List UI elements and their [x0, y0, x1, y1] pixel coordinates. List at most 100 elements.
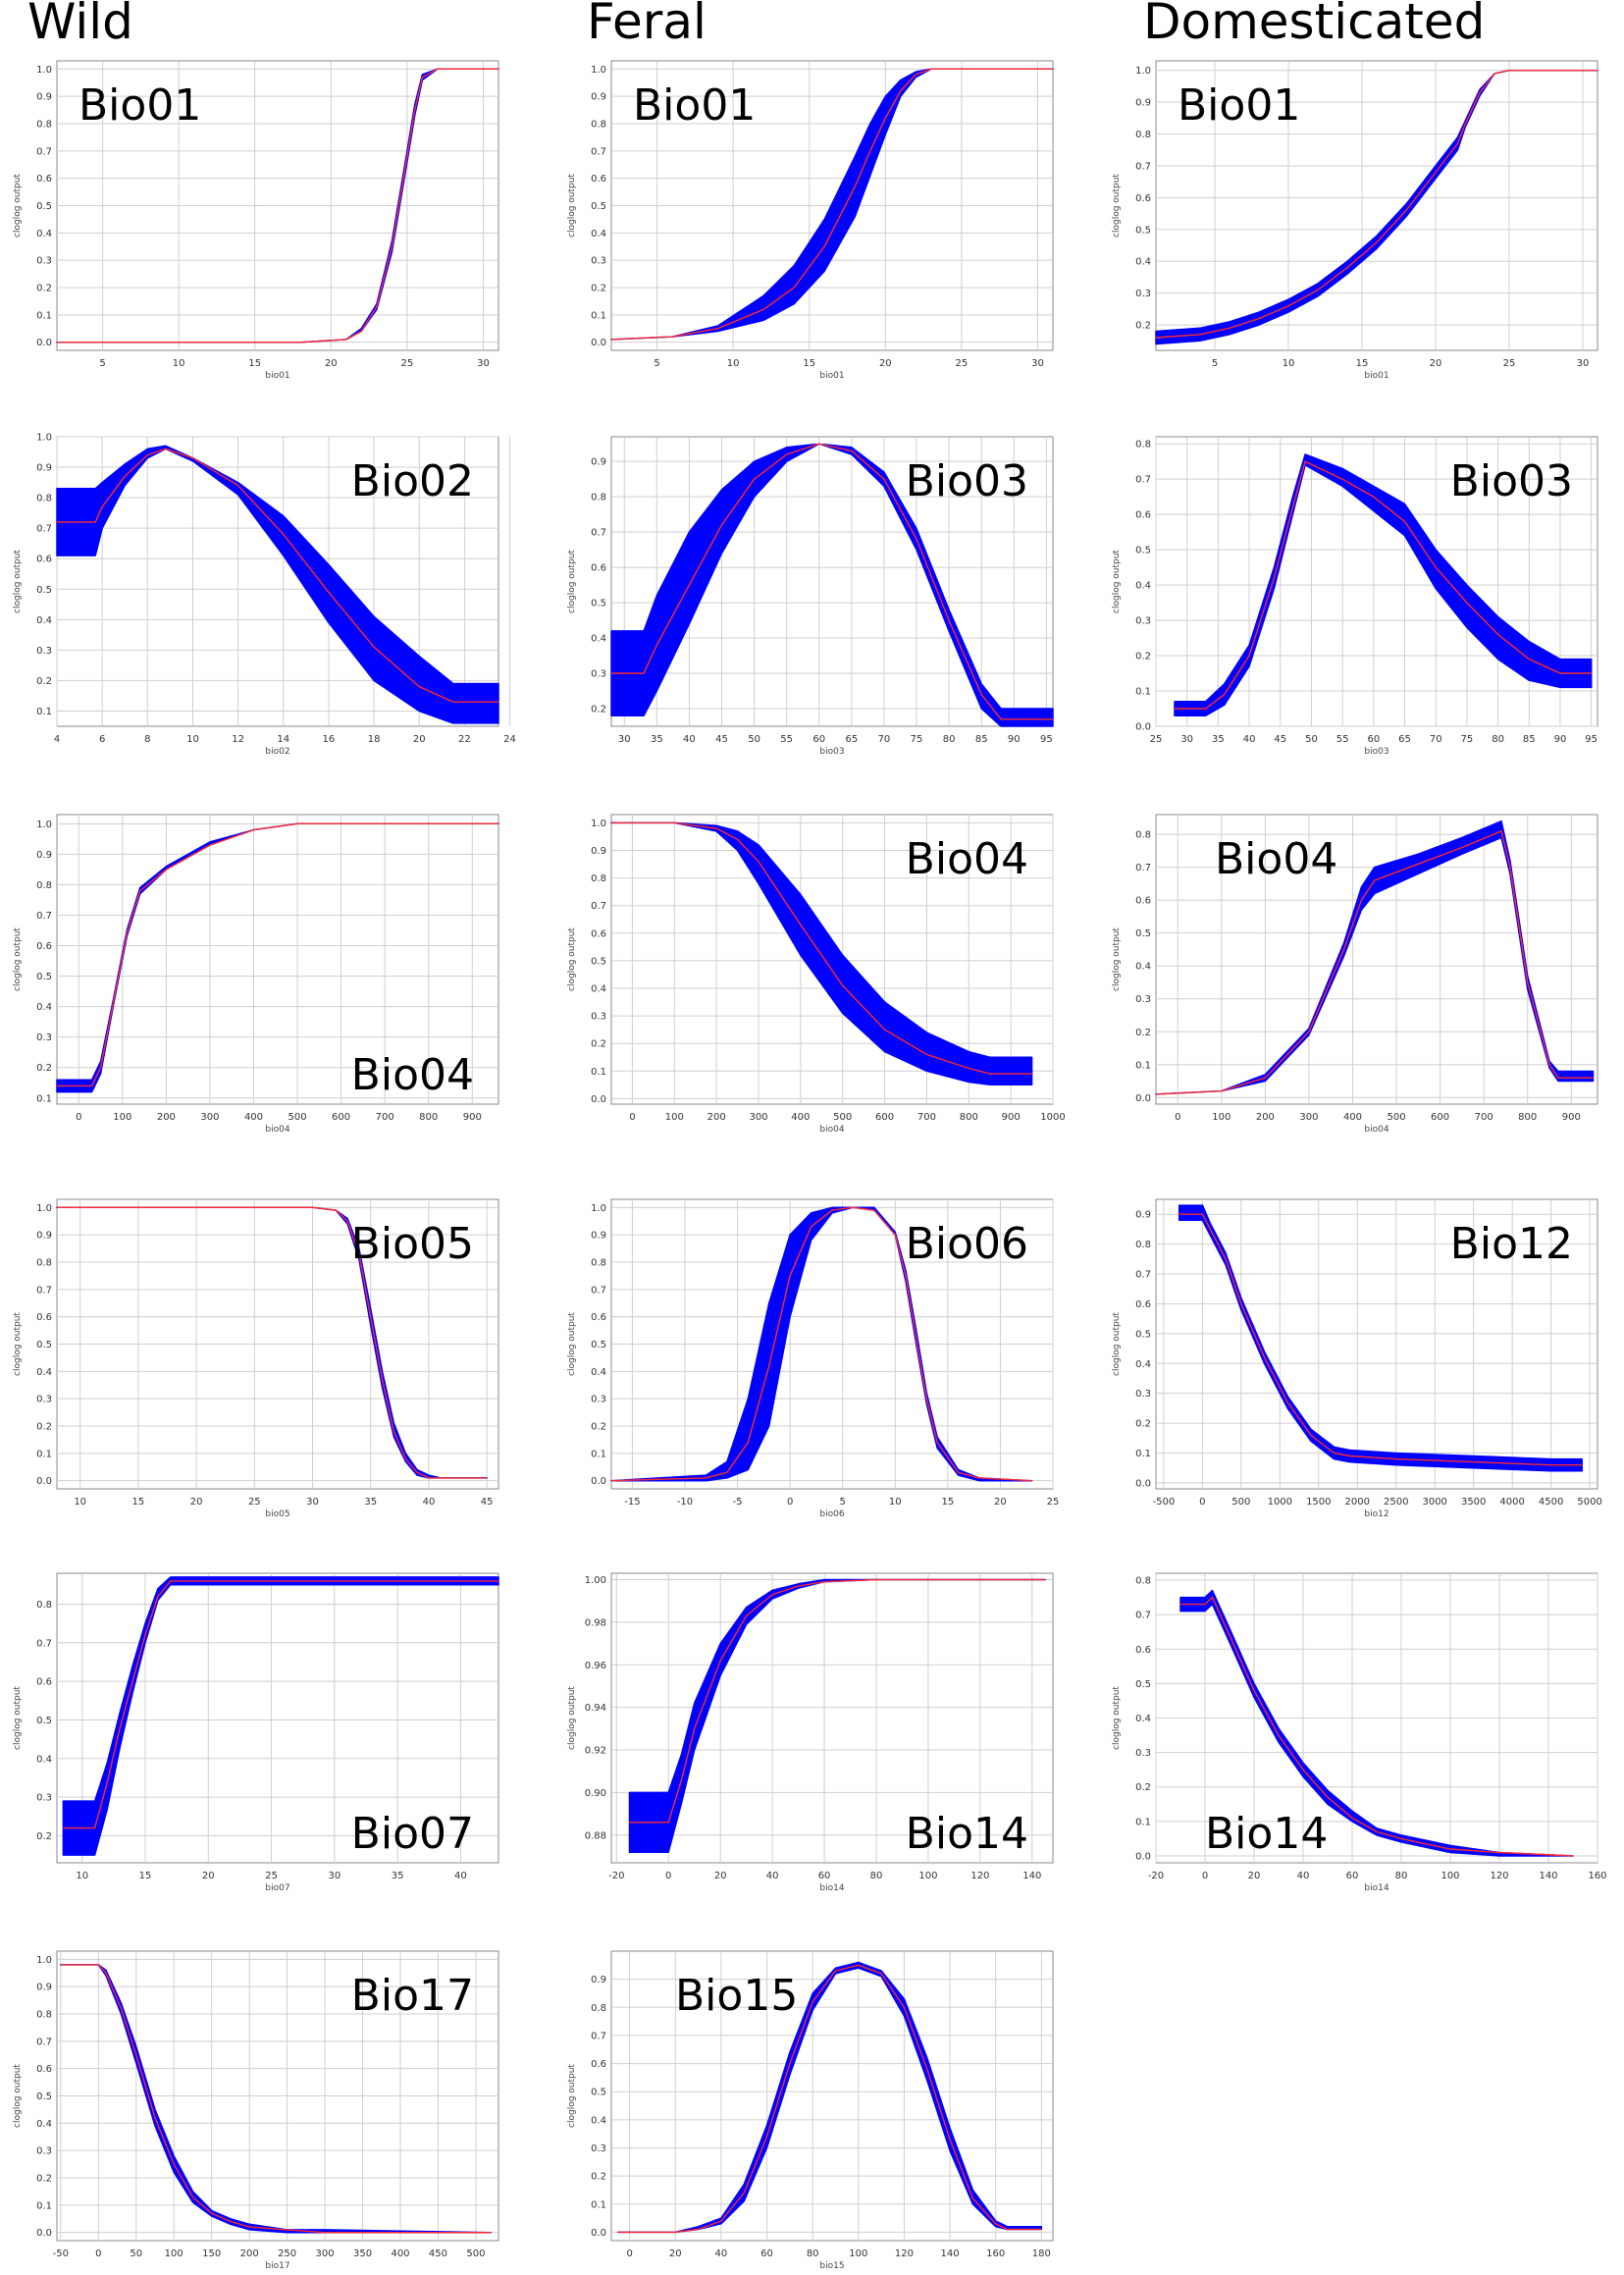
x-tick-label: 500	[1231, 1497, 1250, 1508]
x-tick-label: 40	[423, 1497, 436, 1508]
y-tick-label: 0.98	[585, 1617, 606, 1628]
y-tick-label: 0.1	[36, 1449, 52, 1459]
x-tick-label: 70	[1430, 734, 1442, 745]
y-axis-label: cloglog output	[1112, 174, 1122, 238]
x-tick-label: 60	[818, 1871, 831, 1881]
variable-label: Bio15	[675, 1971, 798, 2021]
x-tick-label: 0	[95, 2249, 101, 2259]
y-tick-label: 0.6	[36, 174, 52, 185]
y-axis-label: cloglog output	[1112, 1312, 1122, 1376]
x-tick-label: 900	[1002, 1112, 1021, 1123]
x-tick-label: 75	[1461, 734, 1474, 745]
x-tick-label: 40	[766, 1871, 779, 1881]
x-tick-label: 30	[618, 734, 631, 745]
x-tick-label: 200	[240, 2249, 259, 2259]
confidence-band	[610, 821, 1033, 1086]
y-tick-label: 0.4	[1135, 581, 1151, 592]
y-tick-label: 0.4	[591, 1367, 606, 1378]
x-tick-label: 250	[278, 2249, 296, 2259]
variable-label: Bio02	[351, 456, 474, 506]
x-tick-label: 5	[840, 1497, 846, 1508]
x-tick-label: 65	[1398, 734, 1411, 745]
x-tick-label: 1000	[1040, 1112, 1065, 1123]
x-tick-label: 0	[629, 1112, 635, 1123]
y-tick-label: 0.6	[591, 928, 606, 939]
y-tick-label: 0.5	[1135, 1329, 1151, 1340]
x-tick-label: 300	[316, 2249, 335, 2259]
mean-response-line	[610, 68, 1053, 341]
x-axis-label: bio15	[819, 2261, 844, 2271]
variable-label: Bio03	[1450, 456, 1573, 506]
x-tick-label: 35	[1212, 734, 1225, 745]
x-tick-label: 35	[364, 1497, 377, 1508]
x-tick-label: 20	[190, 1497, 203, 1508]
x-tick-label: 25	[956, 358, 969, 369]
x-tick-label: 20	[325, 358, 338, 369]
y-tick-label: 0.6	[591, 2059, 606, 2070]
x-tick-label: 55	[780, 734, 793, 745]
y-tick-label: 0.2	[36, 1063, 52, 1074]
response-panel-wild-bio17: -50 0 50 100 150 200 250 300 350 400 450 500 0.0 0.1 0…	[13, 1950, 499, 2271]
y-axis-label: cloglog output	[567, 2064, 577, 2128]
y-tick-label: 0.3	[36, 1793, 52, 1804]
y-tick-label: 0.3	[36, 256, 52, 267]
x-tick-label: 100	[1441, 1871, 1459, 1881]
y-tick-label: 0.3	[591, 1012, 606, 1023]
y-tick-label: 0.6	[36, 1312, 52, 1323]
plot-frame	[1155, 1198, 1598, 1490]
x-axis-label: bio05	[265, 1509, 289, 1519]
y-tick-label: 0.5	[36, 1716, 52, 1726]
x-tick-label: 200	[157, 1112, 176, 1123]
y-tick-label: 0.9	[36, 92, 52, 103]
x-tick-label: 20	[413, 734, 426, 745]
y-tick-label: 0.0	[591, 338, 606, 348]
y-tick-label: 0.5	[591, 956, 606, 967]
y-tick-label: 0.0	[591, 2228, 606, 2239]
confidence-band	[1179, 1589, 1574, 1857]
mean-response-line	[1180, 1596, 1574, 1857]
mean-response-line	[618, 1964, 1042, 2234]
y-tick-label: 0.3	[591, 1395, 606, 1405]
variable-label: Bio07	[351, 1809, 474, 1859]
x-tick-label: 30	[1180, 734, 1193, 745]
x-tick-label: 40	[715, 2249, 728, 2259]
x-tick-label: 90	[1554, 734, 1567, 745]
y-tick-label: 0.4	[591, 229, 606, 239]
mean-response-line	[610, 1206, 1032, 1482]
y-tick-label: 0.8	[1135, 830, 1151, 841]
x-tick-label: 0	[1202, 1871, 1208, 1881]
x-axis-label: bio01	[265, 371, 289, 381]
x-tick-label: 800	[419, 1112, 438, 1123]
x-tick-label: 100	[1212, 1112, 1231, 1123]
mean-response-line	[1179, 1213, 1583, 1466]
y-tick-label: 0.9	[591, 846, 606, 857]
y-tick-label: 1.00	[585, 1575, 606, 1586]
x-tick-label: 6	[99, 734, 105, 745]
y-tick-label: 0.4	[36, 2119, 52, 2130]
x-tick-label: 500	[1388, 1112, 1406, 1123]
x-tick-label: 75	[911, 734, 923, 745]
x-tick-label: 4	[54, 734, 60, 745]
y-tick-label: 0.7	[36, 911, 52, 922]
x-tick-label: 100	[918, 1871, 937, 1881]
response-panel-wild-bio05: 10 15 20 25 30 35 40 45 0.0 0.1 0.2 0.3 0.4 0.5 0.6 0.7…	[13, 1198, 499, 1519]
y-tick-label: 0.5	[591, 2088, 606, 2098]
y-tick-label: 0.8	[36, 120, 52, 131]
y-tick-label: 0.4	[1135, 257, 1151, 268]
x-tick-label: 40	[1297, 1871, 1310, 1881]
x-tick-label: 2000	[1345, 1497, 1370, 1508]
y-axis-label: cloglog output	[13, 1686, 23, 1750]
y-tick-label: 0.8	[36, 2010, 52, 2021]
y-tick-label: 1.0	[591, 65, 606, 76]
x-axis-label: bio14	[1364, 1883, 1388, 1893]
y-tick-label: 0.4	[36, 1754, 52, 1765]
x-tick-label: 25	[248, 1497, 261, 1508]
x-tick-label: 3500	[1461, 1497, 1486, 1508]
response-panel-domesticated-bio14: -20 0 20 40 60 80 100 120 140 160 0.0 0.1 0.2 0.3 0.4 0…	[1112, 1572, 1607, 1893]
x-tick-label: 30	[1031, 358, 1044, 369]
x-tick-label: 70	[878, 734, 891, 745]
x-tick-label: 15	[803, 358, 815, 369]
x-tick-label: 24	[503, 734, 516, 745]
variable-label: Bio04	[906, 834, 1028, 884]
y-tick-label: 0.0	[1135, 1093, 1151, 1104]
